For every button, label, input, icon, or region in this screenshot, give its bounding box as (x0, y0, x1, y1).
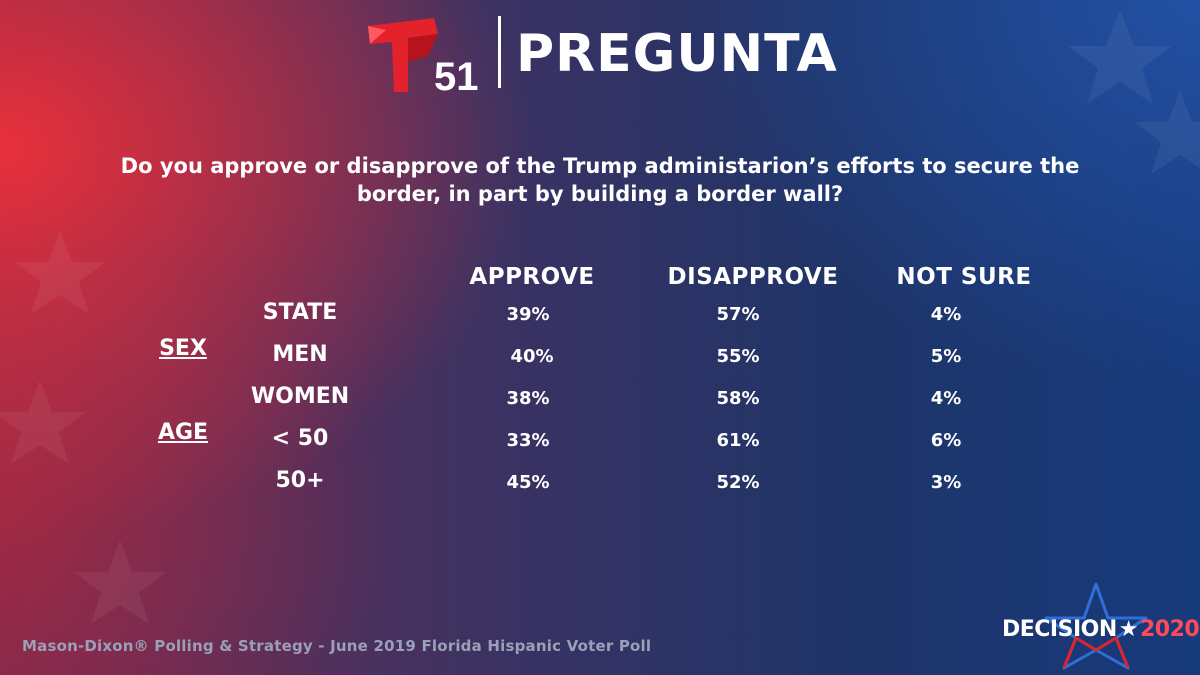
badge-word: DECISION (1002, 617, 1117, 642)
telemundo-51-logo: 51 (368, 18, 479, 94)
cell-50-plus-not-sure: 3% (930, 472, 962, 493)
cell-50-plus-approve: 45% (506, 472, 550, 493)
cell-state-approve: 39% (506, 304, 550, 325)
row-label-under-50: < 50 (271, 426, 329, 451)
cell-men-approve: 40% (510, 346, 554, 367)
group-label-age: AGE (157, 420, 209, 445)
logo-number: 51 (434, 55, 479, 94)
badge-star-icon: ★ (1118, 617, 1139, 642)
cell-women-approve: 38% (506, 388, 550, 409)
decision-2020-badge: DECISION★2020 (1002, 617, 1200, 642)
group-label-sex: SEX (159, 336, 207, 361)
star-shape (0, 380, 86, 464)
header-divider (498, 16, 501, 88)
star-shape (1134, 90, 1200, 174)
cell-state-disapprove: 57% (716, 304, 760, 325)
source-note: Mason-Dixon® Polling & Strategy - June 2… (22, 637, 652, 655)
cell-under-50-not-sure: 6% (930, 430, 962, 451)
cell-men-disapprove: 55% (716, 346, 760, 367)
star-shape (74, 540, 166, 624)
cell-women-disapprove: 58% (716, 388, 760, 409)
cell-under-50-approve: 33% (506, 430, 550, 451)
row-label-women: WOMEN (250, 384, 350, 409)
cell-state-not-sure: 4% (930, 304, 962, 325)
row-label-men: MEN (272, 342, 328, 367)
decision-2020-star-outline (1044, 582, 1148, 670)
star-shape (1068, 10, 1172, 104)
row-label-50-plus: 50+ (275, 468, 325, 493)
poll-question: Do you approve or disapprove of the Trum… (120, 154, 1080, 206)
column-header-approve: APPROVE (469, 264, 595, 290)
cell-under-50-disapprove: 61% (716, 430, 760, 451)
cell-men-not-sure: 5% (930, 346, 962, 367)
page-title: PREGUNTA (516, 24, 838, 84)
cell-50-plus-disapprove: 52% (716, 472, 760, 493)
badge-year: 2020 (1140, 617, 1200, 642)
column-header-disapprove: DISAPPROVE (667, 264, 839, 290)
column-header-not-sure: NOT SURE (896, 264, 1032, 290)
star-shape (14, 230, 106, 314)
row-label-state: STATE (262, 300, 338, 325)
cell-women-not-sure: 4% (930, 388, 962, 409)
